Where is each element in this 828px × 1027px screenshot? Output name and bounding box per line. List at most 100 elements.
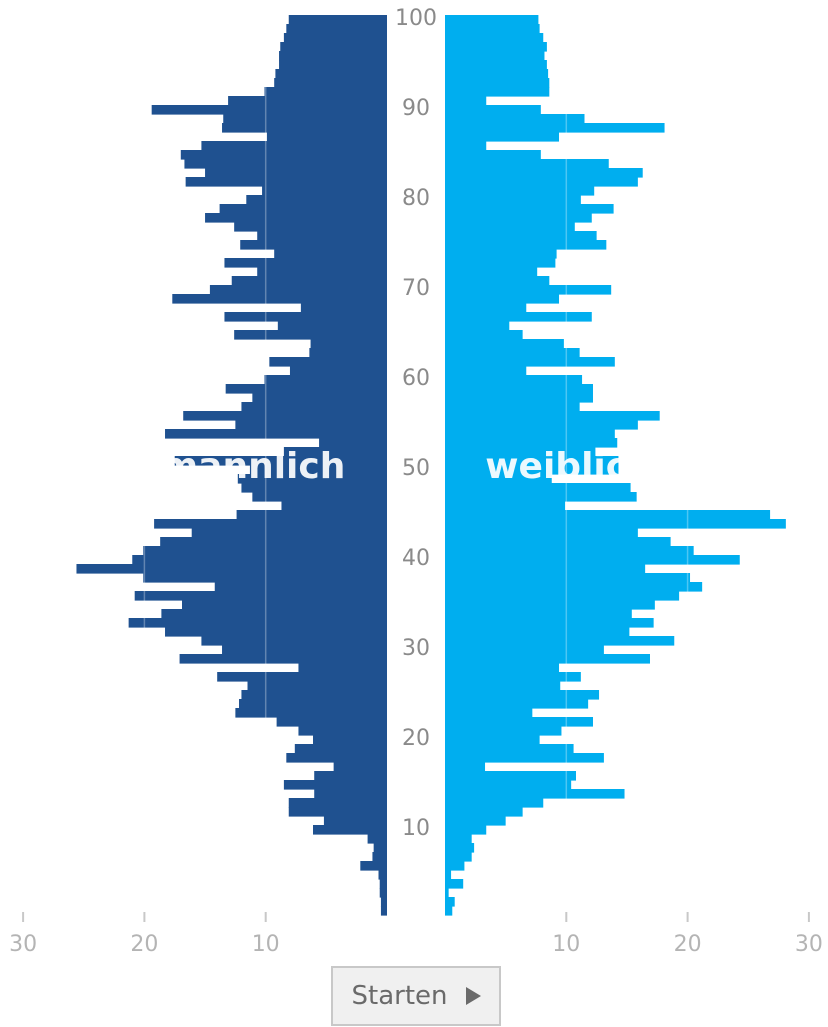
female-bar-age-87 — [445, 132, 560, 142]
female-bar-age-89 — [445, 114, 585, 124]
male-bar-age-5 — [378, 870, 387, 880]
female-bar-age-100 — [445, 15, 539, 25]
male-bar-age-69 — [172, 294, 387, 304]
female-bar-age-1 — [445, 906, 453, 916]
male-bar-age-46 — [281, 501, 387, 511]
male-bar-age-45 — [236, 510, 387, 520]
male-bar-age-1 — [380, 906, 387, 916]
male-bar-age-32 — [165, 627, 387, 637]
male-bar-age-91 — [228, 96, 387, 106]
female-bar-age-96 — [445, 51, 545, 61]
female-bar-age-54 — [445, 429, 615, 439]
male-bar-age-13 — [288, 798, 387, 808]
female-bar-age-83 — [445, 168, 643, 178]
male-bar-age-79 — [219, 204, 387, 214]
female-bar-age-26 — [445, 681, 561, 691]
male-bar-age-92 — [264, 87, 387, 97]
male-bar-age-9 — [367, 834, 387, 844]
female-bar-age-37 — [445, 582, 703, 592]
female-bar-age-68 — [445, 303, 527, 313]
female-bar-age-76 — [445, 231, 597, 241]
female-bar-age-31 — [445, 636, 675, 646]
female-bar-age-91 — [445, 96, 487, 106]
female-bar-age-15 — [445, 780, 572, 790]
male-bar-age-72 — [257, 267, 387, 277]
male-bar-age-54 — [165, 429, 387, 439]
male-bar-age-17 — [333, 762, 387, 772]
female-bar-age-32 — [445, 627, 630, 637]
male-bar-age-10 — [313, 825, 387, 835]
start-button[interactable]: Starten — [331, 966, 501, 1026]
male-bar-age-85 — [180, 150, 387, 160]
male-bar-age-29 — [179, 654, 387, 664]
male-bar-age-70 — [209, 285, 387, 295]
female-bar-age-53 — [445, 438, 618, 448]
female-bar-age-56 — [445, 411, 660, 421]
male-bar-age-22 — [276, 717, 387, 727]
play-icon — [465, 987, 481, 1005]
female-bar-age-62 — [445, 357, 615, 367]
female-bar-age-45 — [445, 510, 771, 520]
age-tick-label: 50 — [402, 456, 430, 481]
male-bar-age-52 — [283, 447, 387, 457]
age-tick-label: 70 — [402, 276, 430, 301]
male-bar-age-73 — [224, 258, 387, 268]
female-bar-age-73 — [445, 258, 556, 268]
x-tick-label: 10 — [552, 932, 580, 957]
male-bar-age-94 — [275, 69, 387, 79]
male-bar-age-96 — [279, 51, 387, 61]
female-bar-age-41 — [445, 546, 694, 556]
female-bar-age-81 — [445, 186, 595, 196]
female-bar-age-86 — [445, 141, 487, 151]
female-bar-age-71 — [445, 276, 550, 286]
x-tick-label: 20 — [674, 932, 702, 957]
female-bar-age-77 — [445, 222, 575, 232]
female-bar-age-29 — [445, 654, 650, 664]
female-bar-age-94 — [445, 69, 549, 79]
female-label: weiblich — [485, 446, 652, 487]
x-tick-label: 30 — [795, 932, 823, 957]
female-bar-age-2 — [445, 897, 455, 907]
male-bar-age-31 — [201, 636, 387, 646]
x-tick-label: 20 — [130, 932, 158, 957]
male-bar-age-66 — [277, 321, 387, 331]
male-bar-age-59 — [225, 384, 387, 394]
male-bar-age-41 — [143, 546, 387, 556]
female-bar-age-3 — [445, 888, 449, 898]
male-bar-age-49 — [237, 474, 387, 484]
female-bar-age-88 — [445, 123, 665, 133]
age-tick-label: 40 — [402, 546, 430, 571]
male-bar-age-18 — [286, 753, 387, 763]
male-bar-age-15 — [283, 780, 387, 790]
male-bar-age-88 — [222, 123, 387, 133]
female-bar-age-98 — [445, 33, 544, 43]
female-bar-age-84 — [445, 159, 609, 169]
male-bar-age-81 — [262, 186, 387, 196]
female-bar-age-80 — [445, 195, 581, 205]
female-bar-age-20 — [445, 735, 540, 745]
male-bar-age-60 — [264, 375, 387, 385]
female-bar-age-27 — [445, 672, 581, 682]
male-bar-age-35 — [182, 600, 387, 610]
male-bar-age-53 — [319, 438, 387, 448]
age-tick-label: 90 — [402, 96, 430, 121]
male-bar-age-90 — [151, 105, 387, 115]
female-bar-age-4 — [445, 879, 464, 889]
male-bar-age-56 — [183, 411, 387, 421]
female-bar-age-93 — [445, 78, 550, 88]
female-bar-age-60 — [445, 375, 583, 385]
male-bar-age-97 — [280, 42, 387, 52]
female-bar-age-21 — [445, 726, 562, 736]
female-bar-age-69 — [445, 294, 560, 304]
female-bar-age-50 — [445, 465, 619, 475]
female-bar-age-23 — [445, 708, 533, 718]
age-axis: 10 20 30 40 50 60 70 80 90 100 — [395, 6, 437, 841]
male-bar-age-71 — [231, 276, 387, 286]
male-bar-age-38 — [143, 573, 387, 583]
female-bar-age-7 — [445, 852, 472, 862]
male-bar-age-75 — [240, 240, 387, 250]
female-bar-age-99 — [445, 24, 540, 34]
male-bar-age-11 — [323, 816, 387, 826]
female-bar-age-30 — [445, 645, 604, 655]
female-bar-age-12 — [445, 807, 523, 817]
